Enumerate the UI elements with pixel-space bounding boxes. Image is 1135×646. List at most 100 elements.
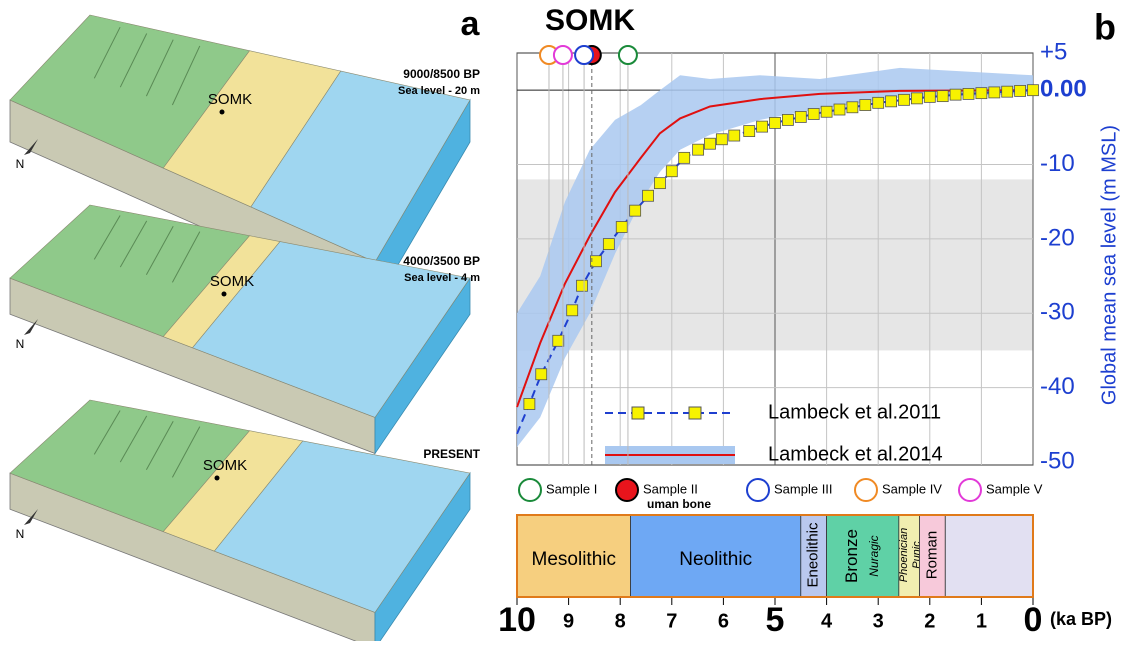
marker bbox=[524, 398, 535, 409]
y-tick-label: -30 bbox=[1040, 299, 1075, 326]
legend-label: Sample III bbox=[774, 481, 833, 496]
period-label: Mesolithic bbox=[532, 549, 616, 570]
sample-marker bbox=[619, 46, 637, 64]
site-dot bbox=[222, 292, 227, 297]
marker bbox=[616, 222, 627, 233]
site-label: SOMK bbox=[210, 273, 254, 290]
x-tick-label: 2 bbox=[924, 610, 935, 632]
y-tick-label: -50 bbox=[1040, 447, 1075, 474]
period bbox=[945, 515, 1033, 597]
marker bbox=[679, 152, 690, 163]
marker bbox=[744, 126, 755, 137]
north-label: N bbox=[16, 527, 25, 541]
y-tick-label: +5 bbox=[1040, 38, 1067, 65]
legend-label: Lambeck et al.2011 bbox=[768, 401, 941, 423]
block-label: PRESENT bbox=[423, 447, 480, 461]
marker bbox=[847, 102, 858, 113]
x-tick-label: 10 bbox=[498, 601, 536, 639]
marker bbox=[666, 166, 677, 177]
site-label: SOMK bbox=[203, 457, 247, 474]
period-label: Roman bbox=[923, 531, 940, 579]
marker bbox=[963, 88, 974, 99]
y-tick-label: 0.00 bbox=[1040, 76, 1087, 103]
marker bbox=[911, 93, 922, 104]
legend-label: Lambeck et al.2014 bbox=[768, 443, 943, 465]
marker bbox=[1002, 86, 1013, 97]
marker bbox=[1015, 85, 1026, 96]
sample-marker bbox=[575, 46, 593, 64]
marker bbox=[630, 205, 641, 216]
x-tick-label: 5 bbox=[766, 601, 785, 639]
legend-marker bbox=[616, 479, 638, 501]
period-label: Bronze bbox=[842, 529, 861, 583]
y-tick-label: -10 bbox=[1040, 150, 1075, 177]
legend-note: uman bone bbox=[647, 497, 711, 511]
legend-marker bbox=[855, 479, 877, 501]
north-label: N bbox=[16, 157, 25, 171]
marker bbox=[976, 88, 987, 99]
marker bbox=[924, 91, 935, 102]
panel-label: a bbox=[461, 5, 481, 43]
x-axis-label: (ka BP) bbox=[1050, 609, 1112, 629]
legend-marker bbox=[519, 479, 541, 501]
block-sublabel: Sea level - 20 m bbox=[398, 85, 480, 97]
marker bbox=[989, 87, 1000, 98]
site-dot bbox=[215, 476, 220, 481]
x-tick-label: 8 bbox=[615, 610, 626, 632]
x-tick-label: 3 bbox=[873, 610, 884, 632]
marker bbox=[567, 305, 578, 316]
legend-marker bbox=[689, 407, 701, 419]
marker bbox=[643, 190, 654, 201]
panel-label: b bbox=[1094, 7, 1116, 48]
marker bbox=[860, 100, 871, 111]
period bbox=[827, 515, 899, 597]
marker bbox=[577, 280, 588, 291]
marker bbox=[782, 114, 793, 125]
block-diagram: SOMK PRESENT N bbox=[10, 400, 481, 641]
marker bbox=[704, 138, 715, 149]
marker bbox=[808, 108, 819, 119]
legend-marker bbox=[747, 479, 769, 501]
period-label: Eneolithic bbox=[805, 522, 822, 588]
block-label: 4000/3500 BP bbox=[403, 254, 480, 268]
block-sublabel: Sea level - 4 m bbox=[404, 272, 480, 284]
marker bbox=[937, 91, 948, 102]
legend-label: Sample V bbox=[986, 481, 1043, 496]
figure: a b SOMK Global mean sea level (m MSL) (… bbox=[0, 0, 1135, 641]
x-tick-label: 7 bbox=[666, 610, 677, 632]
marker bbox=[886, 96, 897, 107]
north-label: N bbox=[16, 337, 25, 351]
marker bbox=[757, 121, 768, 132]
marker bbox=[553, 335, 564, 346]
marker bbox=[716, 134, 727, 145]
marker bbox=[729, 130, 740, 141]
legend-marker bbox=[959, 479, 981, 501]
site-dot bbox=[220, 110, 225, 115]
site-label: SOMK bbox=[208, 91, 252, 108]
marker bbox=[654, 178, 665, 189]
sample-marker bbox=[554, 46, 572, 64]
y-tick-label: -20 bbox=[1040, 224, 1075, 251]
period-label: Neolithic bbox=[679, 549, 752, 570]
x-tick-label: 6 bbox=[718, 610, 729, 632]
marker bbox=[873, 97, 884, 108]
marker bbox=[950, 89, 961, 100]
legend-label: Sample II bbox=[643, 481, 698, 496]
marker bbox=[693, 144, 704, 155]
x-tick-label: 4 bbox=[821, 610, 833, 632]
marker bbox=[795, 111, 806, 122]
period-sublabel: Nuragic bbox=[867, 535, 881, 576]
marker bbox=[770, 117, 781, 128]
chart-title: SOMK bbox=[545, 4, 635, 37]
marker bbox=[821, 106, 832, 117]
marker bbox=[536, 369, 547, 380]
marker bbox=[899, 94, 910, 105]
period-label: Phoenician bbox=[898, 528, 910, 582]
x-tick-label: 0 bbox=[1024, 601, 1043, 639]
block-label: 9000/8500 BP bbox=[403, 67, 480, 81]
legend-marker bbox=[632, 407, 644, 419]
legend-label: Sample I bbox=[546, 481, 597, 496]
y-tick-label: -40 bbox=[1040, 373, 1075, 400]
legend-label: Sample IV bbox=[882, 481, 942, 496]
x-tick-label: 1 bbox=[976, 610, 987, 632]
